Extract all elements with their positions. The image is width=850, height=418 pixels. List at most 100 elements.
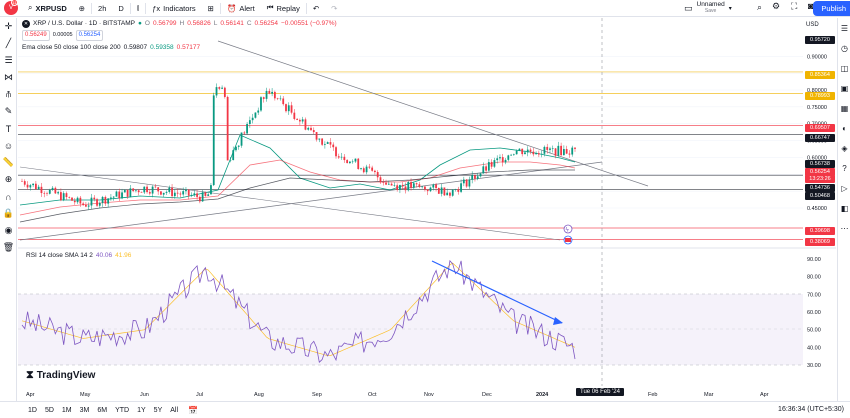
candle-body xyxy=(565,149,568,154)
range-1m[interactable]: 1M xyxy=(61,406,72,414)
range-ytd[interactable]: YTD xyxy=(115,406,130,414)
candles-button[interactable]: ⫾ xyxy=(131,0,145,17)
eye-icon[interactable]: ◉ xyxy=(4,225,13,235)
candle-body xyxy=(390,183,393,186)
candle-body xyxy=(296,118,299,120)
candle-body xyxy=(329,142,332,145)
candle-body xyxy=(34,183,37,190)
redo-button[interactable]: ↷ xyxy=(325,0,343,17)
layers-icon[interactable]: ◧ xyxy=(840,203,849,213)
play-icon[interactable]: ▷ xyxy=(841,183,848,193)
ema-legend-label[interactable]: Ema close 50 close 100 close 200 xyxy=(22,44,121,51)
crosshair-icon[interactable]: ✛ xyxy=(4,21,13,31)
candle-body xyxy=(429,187,432,192)
candle-body xyxy=(482,166,485,174)
candle-body xyxy=(23,181,26,185)
range-3m[interactable]: 3M xyxy=(79,406,90,414)
candle-body xyxy=(54,187,57,194)
interval-selector[interactable]: 2h xyxy=(92,0,112,17)
flag-marker[interactable] xyxy=(563,235,573,245)
ideas-icon[interactable]: ◐ xyxy=(842,123,847,133)
symbol-search[interactable]: ⌕ XRPUSD xyxy=(22,0,73,17)
calendar-icon[interactable]: ▦ xyxy=(840,103,849,113)
candle-body xyxy=(129,188,132,197)
clock-icon[interactable]: ◷ xyxy=(841,43,848,53)
layout-icon[interactable]: ▭ xyxy=(684,2,693,13)
candle-body xyxy=(46,193,48,195)
range-1y[interactable]: 1Y xyxy=(137,406,146,414)
zoom-in-icon[interactable]: ⊕ xyxy=(4,174,13,184)
indicators-button[interactable]: ƒx Indicators xyxy=(146,0,201,17)
range-5d[interactable]: 5D xyxy=(44,406,54,414)
magnet-icon[interactable]: ∩ xyxy=(5,191,12,202)
ema-100-line xyxy=(19,159,576,216)
candle-body xyxy=(535,153,537,155)
candle-body xyxy=(449,192,451,196)
time-tick: Apr xyxy=(760,392,769,398)
candle-body xyxy=(293,112,296,119)
replay-button[interactable]: ⏮ Replay xyxy=(261,0,306,17)
horizontal-lines-icon[interactable]: ☰ xyxy=(4,55,13,65)
layout-name[interactable]: Unnamed Save xyxy=(697,1,725,15)
ruler-icon[interactable]: 📏 xyxy=(2,157,15,167)
currency-label[interactable]: USD xyxy=(806,22,819,28)
help-icon[interactable]: ? xyxy=(842,163,847,173)
ask-price[interactable]: 0.56254 xyxy=(75,30,104,41)
candle-body xyxy=(246,123,248,134)
camera-icon[interactable]: ◙ xyxy=(808,1,814,11)
rsi-line xyxy=(21,259,576,363)
rsi-legend[interactable]: RSI 14 close SMA 14 2 40.06 41.96 xyxy=(26,252,131,259)
alert-button[interactable]: ⏰ Alert xyxy=(221,0,261,17)
candle-body xyxy=(374,170,376,173)
brush-icon[interactable]: ✎ xyxy=(4,106,13,116)
symbol-logo-icon: ✕ xyxy=(22,19,30,28)
fullscreen-icon[interactable]: ⛶ xyxy=(791,1,798,11)
range-1d[interactable]: 1D xyxy=(28,406,37,414)
trendline-icon[interactable]: ╱ xyxy=(5,38,12,48)
ema-50-value: 0.59807 xyxy=(123,44,148,51)
publish-button[interactable]: Publish xyxy=(813,1,850,16)
notifications-icon[interactable]: ◈ xyxy=(841,143,848,153)
candle-body xyxy=(148,192,151,194)
gear-icon[interactable]: ⚙ xyxy=(772,1,781,11)
time-tick: Nov xyxy=(424,392,434,398)
undo-button[interactable]: ↶ xyxy=(307,0,325,17)
chevron-down-icon[interactable]: ▾ xyxy=(728,5,732,12)
range-6m[interactable]: 6M xyxy=(97,406,108,414)
candle-body xyxy=(140,192,143,193)
range-5y[interactable]: 5Y xyxy=(153,406,163,414)
lock-icon[interactable]: 🔒 xyxy=(2,208,15,218)
more-icon[interactable]: ⋯ xyxy=(840,223,849,233)
price-tag: 0.50468 xyxy=(805,192,835,200)
candle-body xyxy=(271,91,274,94)
range-all[interactable]: All xyxy=(170,406,179,414)
templates-button[interactable]: ⊞ xyxy=(202,0,220,17)
bid-price[interactable]: 0.56249 xyxy=(22,30,50,41)
candle-body xyxy=(515,150,518,155)
date-range-icon[interactable]: 📅 xyxy=(188,405,198,415)
text-icon[interactable]: T xyxy=(5,123,12,134)
watchlist-icon[interactable]: ☰ xyxy=(840,23,849,33)
candle-body xyxy=(571,147,574,155)
emoji-icon[interactable]: ☺ xyxy=(3,140,14,151)
candle-body xyxy=(146,186,148,193)
pattern-icon[interactable]: ⋈ xyxy=(4,72,13,82)
candle-body xyxy=(223,87,226,97)
candle-body xyxy=(115,191,118,197)
trash-icon[interactable]: 🗑 xyxy=(2,242,15,252)
chart-style-selector[interactable]: D xyxy=(112,0,129,17)
lightning-marker[interactable] xyxy=(563,224,573,234)
candle-body xyxy=(79,197,82,204)
rsi-sma-value: 41.96 xyxy=(115,252,132,259)
candle-body xyxy=(212,95,215,186)
add-symbol-button[interactable]: ⊕ xyxy=(73,0,91,17)
top-toolbar: V 11 ⌕ XRPUSD ⊕ 2h D ⫾ ƒx Indicators ⊞ ⏰… xyxy=(0,0,850,17)
hotlist-icon[interactable]: ▣ xyxy=(840,83,849,93)
search-icon-top[interactable]: ⌕ xyxy=(757,2,763,12)
chat-icon[interactable]: ◫ xyxy=(840,63,849,73)
clock[interactable]: 16:36:34 (UTC+5:30) xyxy=(778,406,844,413)
price-axis[interactable]: USD 0.95720 0.85364 0.78993 0.69507 0.66747 0… xyxy=(803,18,836,402)
pitchfork-icon[interactable]: ⫚ xyxy=(5,89,12,99)
price-tag: 0.38069 xyxy=(805,238,835,246)
